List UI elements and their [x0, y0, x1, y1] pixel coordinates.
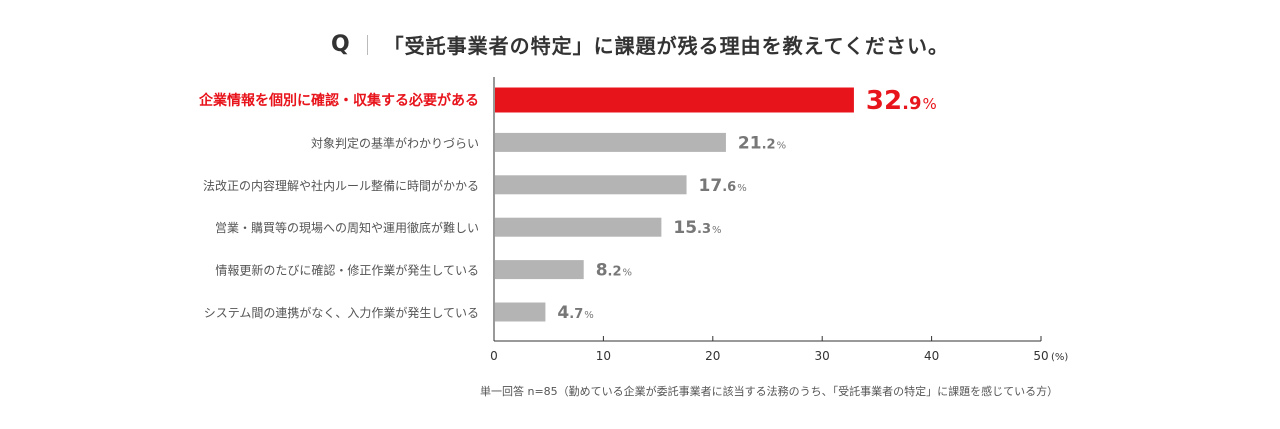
- x-tick-label: 40: [924, 349, 939, 363]
- category-label: 営業・購買等の現場への周知や運用徹底が難しい: [215, 220, 479, 235]
- question-text: 「受託事業者の特定」に課題が残る理由を教えてください。: [383, 34, 950, 58]
- value-integer: 21: [738, 133, 762, 153]
- bar: [495, 302, 546, 322]
- value-integer: 8: [596, 261, 608, 281]
- x-tick-label: 50: [1033, 349, 1048, 363]
- value-label: 4.7%: [557, 303, 593, 323]
- category-label: 企業情報を個別に確認・収集する必要がある: [198, 92, 479, 109]
- value-label: 15.3%: [673, 218, 721, 238]
- value-unit: %: [777, 140, 787, 151]
- title-divider: [366, 34, 368, 55]
- value-label: 17.6%: [699, 176, 747, 196]
- bar: [495, 217, 662, 237]
- category-label: 法改正の内容理解や社内ルール整備に時間がかかる: [203, 178, 479, 193]
- value-unit: %: [584, 310, 594, 321]
- x-tick-label: 30: [815, 349, 830, 363]
- value-decimal: .2: [762, 137, 776, 152]
- value-unit: %: [623, 268, 633, 279]
- question-mark: Q: [330, 32, 351, 57]
- category-label: 対象判定の基準がわかりづらい: [311, 135, 479, 150]
- value-unit: %: [922, 95, 936, 113]
- value-integer: 15: [673, 218, 697, 238]
- x-tick-label: 10: [596, 349, 611, 363]
- value-integer: 17: [699, 176, 723, 196]
- footnote: 単一回答 n=85（勤めている企業が委託事業者に該当する法務のうち、「受託事業者…: [480, 385, 1059, 398]
- value-decimal: .6: [722, 180, 736, 195]
- value-integer: 4: [557, 303, 569, 323]
- value-decimal: .7: [569, 307, 583, 322]
- value-label: 32.9%: [866, 86, 937, 116]
- category-label: システム間の連携がなく、入力作業が発生している: [204, 305, 479, 320]
- bar: [495, 132, 726, 152]
- value-integer: 32: [866, 86, 902, 116]
- x-tick-label: 0: [490, 349, 498, 363]
- x-tick-label: 20: [705, 349, 720, 363]
- value-unit: %: [737, 183, 747, 194]
- value-decimal: .2: [608, 265, 622, 280]
- bar: [495, 260, 584, 280]
- value-decimal: .9: [902, 93, 921, 114]
- bar: [495, 87, 854, 113]
- value-decimal: .3: [697, 222, 711, 237]
- value-label: 8.2%: [596, 261, 632, 281]
- value-unit: %: [712, 225, 722, 236]
- bar: [495, 175, 687, 195]
- x-unit-label: (%): [1051, 352, 1068, 363]
- value-label: 21.2%: [738, 133, 786, 153]
- category-label: 情報更新のたびに確認・修正作業が発生している: [215, 263, 479, 278]
- question-title: Q 「受託事業者の特定」に課題が残る理由を教えてください。: [0, 30, 1280, 59]
